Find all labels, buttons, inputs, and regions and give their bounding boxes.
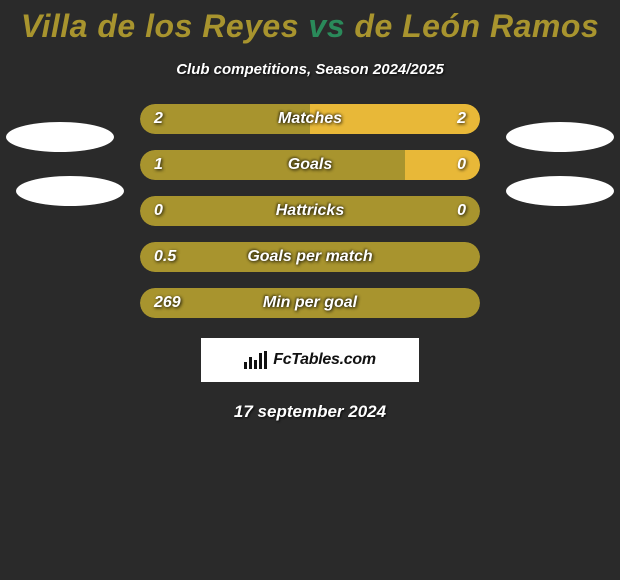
stat-label: Hattricks (140, 196, 480, 226)
page-title: Villa de los Reyes vs de León Ramos (0, 0, 620, 45)
stat-label: Goals (140, 150, 480, 180)
stat-label: Matches (140, 104, 480, 134)
banner-text: FcTables.com (273, 351, 376, 369)
title-player1: Villa de los Reyes (21, 8, 299, 44)
stat-row-3: 0.5Goals per match (140, 242, 480, 272)
stat-row-2: 00Hattricks (140, 196, 480, 226)
stat-row-1: 10Goals (140, 150, 480, 180)
stat-label: Min per goal (140, 288, 480, 318)
stat-row-4: 269Min per goal (140, 288, 480, 318)
title-player2: de León Ramos (354, 8, 599, 44)
subtitle: Club competitions, Season 2024/2025 (0, 61, 620, 78)
title-vs: vs (299, 8, 354, 44)
barchart-icon (244, 351, 267, 369)
stats-area: 22Matches 10Goals 00Hattricks 0.5Goals per … (0, 104, 620, 318)
date-label: 17 september 2024 (0, 402, 620, 422)
source-banner: FcTables.com (201, 338, 419, 382)
stat-label: Goals per match (140, 242, 480, 272)
stat-row-0: 22Matches (140, 104, 480, 134)
